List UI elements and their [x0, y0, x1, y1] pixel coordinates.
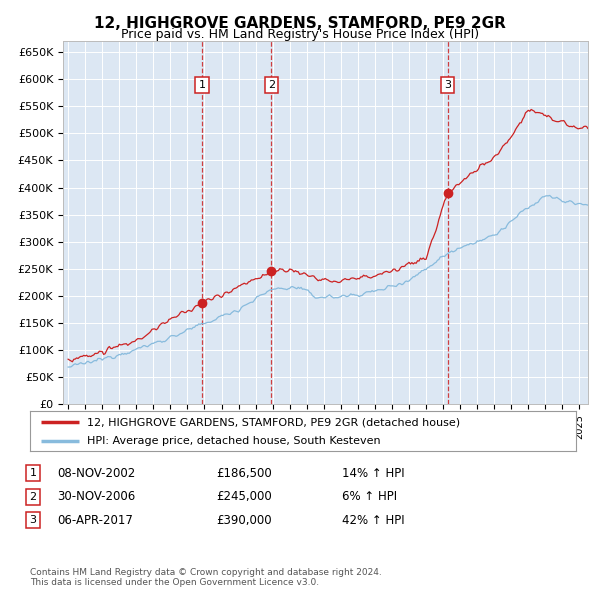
- Text: £186,500: £186,500: [216, 467, 272, 480]
- Text: 2: 2: [268, 80, 275, 90]
- Text: 12, HIGHGROVE GARDENS, STAMFORD, PE9 2GR (detached house): 12, HIGHGROVE GARDENS, STAMFORD, PE9 2GR…: [88, 417, 460, 427]
- Text: 3: 3: [29, 516, 37, 525]
- Text: Contains HM Land Registry data © Crown copyright and database right 2024.
This d: Contains HM Land Registry data © Crown c…: [30, 568, 382, 587]
- Text: 42% ↑ HPI: 42% ↑ HPI: [342, 514, 404, 527]
- Text: HPI: Average price, detached house, South Kesteven: HPI: Average price, detached house, Sout…: [88, 435, 381, 445]
- Text: 30-NOV-2006: 30-NOV-2006: [57, 490, 135, 503]
- Text: 6% ↑ HPI: 6% ↑ HPI: [342, 490, 397, 503]
- Text: Price paid vs. HM Land Registry's House Price Index (HPI): Price paid vs. HM Land Registry's House …: [121, 28, 479, 41]
- Text: £245,000: £245,000: [216, 490, 272, 503]
- Text: 08-NOV-2002: 08-NOV-2002: [57, 467, 135, 480]
- Text: 3: 3: [444, 80, 451, 90]
- Text: 2: 2: [29, 492, 37, 502]
- Text: £390,000: £390,000: [216, 514, 272, 527]
- Text: 1: 1: [199, 80, 205, 90]
- Text: 1: 1: [29, 468, 37, 478]
- Text: 12, HIGHGROVE GARDENS, STAMFORD, PE9 2GR: 12, HIGHGROVE GARDENS, STAMFORD, PE9 2GR: [94, 16, 506, 31]
- Text: 14% ↑ HPI: 14% ↑ HPI: [342, 467, 404, 480]
- Text: 06-APR-2017: 06-APR-2017: [57, 514, 133, 527]
